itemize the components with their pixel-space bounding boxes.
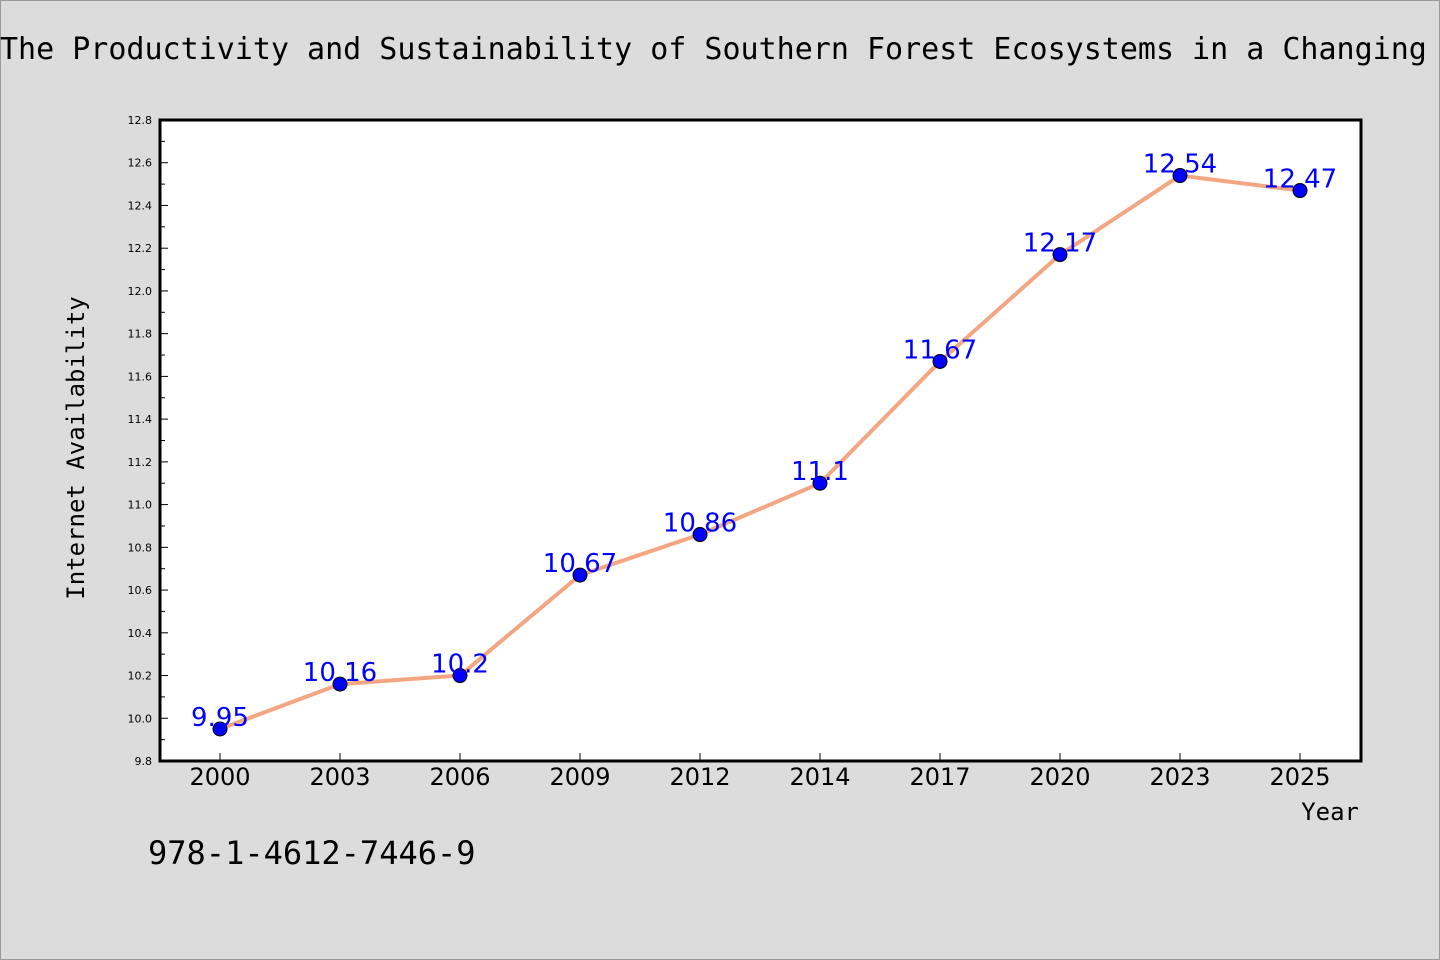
data-point-marker xyxy=(1292,183,1308,199)
x-tick-label: 2017 xyxy=(909,763,970,791)
plot-border xyxy=(158,118,1363,763)
y-axis-ticks: 9.8 10.0 10.2 10.4 10.6 10.8 11.0 11.2 11.4 11.6 1… xyxy=(128,114,168,768)
y-tick-label: 10.8 xyxy=(128,541,153,554)
y-tick-label: 12.2 xyxy=(128,242,153,255)
data-label: 11.1 xyxy=(791,457,849,487)
data-label: 11.67 xyxy=(903,335,977,365)
data-point-marker xyxy=(932,353,948,369)
data-label: 10.2 xyxy=(431,650,489,680)
data-point-marker xyxy=(692,527,708,543)
data-point-marker xyxy=(1052,247,1068,263)
y-tick-label: 10.0 xyxy=(128,712,153,725)
y-tick-label: 10.6 xyxy=(128,584,153,597)
data-label: 12.17 xyxy=(1023,229,1097,259)
chart-title: The Productivity and Sustainability of S… xyxy=(0,32,1427,67)
x-axis-label: Year xyxy=(1301,798,1359,826)
series-line xyxy=(218,173,1302,731)
x-axis-ticks: 2000 2003 2006 2009 2012 2014 2017 2020 2023 2025 xyxy=(189,753,1331,791)
data-point-marker xyxy=(812,475,828,491)
x-tick-label: 2025 xyxy=(1269,763,1330,791)
markers-layer xyxy=(212,168,1308,737)
data-point-marker xyxy=(1172,168,1188,184)
y-tick-label: 12.0 xyxy=(128,285,153,298)
y-tick-label: 11.0 xyxy=(128,499,153,512)
x-tick-label: 2006 xyxy=(429,763,490,791)
data-label: 10.67 xyxy=(543,549,617,579)
y-tick-label: 10.2 xyxy=(128,670,153,683)
data-label: 10.86 xyxy=(663,509,737,539)
x-tick-label: 2023 xyxy=(1149,763,1210,791)
isbn-text: 978-1-4612-7446-9 xyxy=(148,834,476,872)
y-tick-label: 11.6 xyxy=(128,370,153,383)
x-tick-label: 2014 xyxy=(789,763,850,791)
y-tick-label: 12.4 xyxy=(128,199,153,212)
y-tick-label: 10.4 xyxy=(128,627,153,640)
data-labels-layer: 9.95 10.16 10.2 10.67 10.86 11.1 11.67 12.17 12.… xyxy=(191,150,1337,733)
y-tick-label: 9.8 xyxy=(135,755,153,768)
y-tick-label: 12.6 xyxy=(128,157,153,170)
y-tick-label: 11.4 xyxy=(128,413,153,426)
y-axis-label: Internet Availability xyxy=(62,296,90,599)
plot-area xyxy=(160,120,1361,761)
data-point-marker xyxy=(212,721,228,737)
data-label: 12.47 xyxy=(1263,165,1337,195)
data-label: 12.54 xyxy=(1143,150,1217,180)
data-point-marker xyxy=(572,567,588,583)
data-point-marker xyxy=(452,668,468,684)
series-line-layer xyxy=(218,173,1302,731)
data-point-marker xyxy=(332,676,348,692)
x-tick-label: 2020 xyxy=(1029,763,1090,791)
y-tick-label: 12.8 xyxy=(128,114,153,127)
x-tick-label: 2000 xyxy=(189,763,250,791)
data-label: 10.16 xyxy=(303,658,377,688)
y-tick-label: 11.2 xyxy=(128,456,153,469)
data-label: 9.95 xyxy=(191,703,249,733)
x-tick-label: 2012 xyxy=(669,763,730,791)
x-tick-label: 2003 xyxy=(309,763,370,791)
x-tick-label: 2009 xyxy=(549,763,610,791)
y-tick-label: 11.8 xyxy=(128,328,153,341)
